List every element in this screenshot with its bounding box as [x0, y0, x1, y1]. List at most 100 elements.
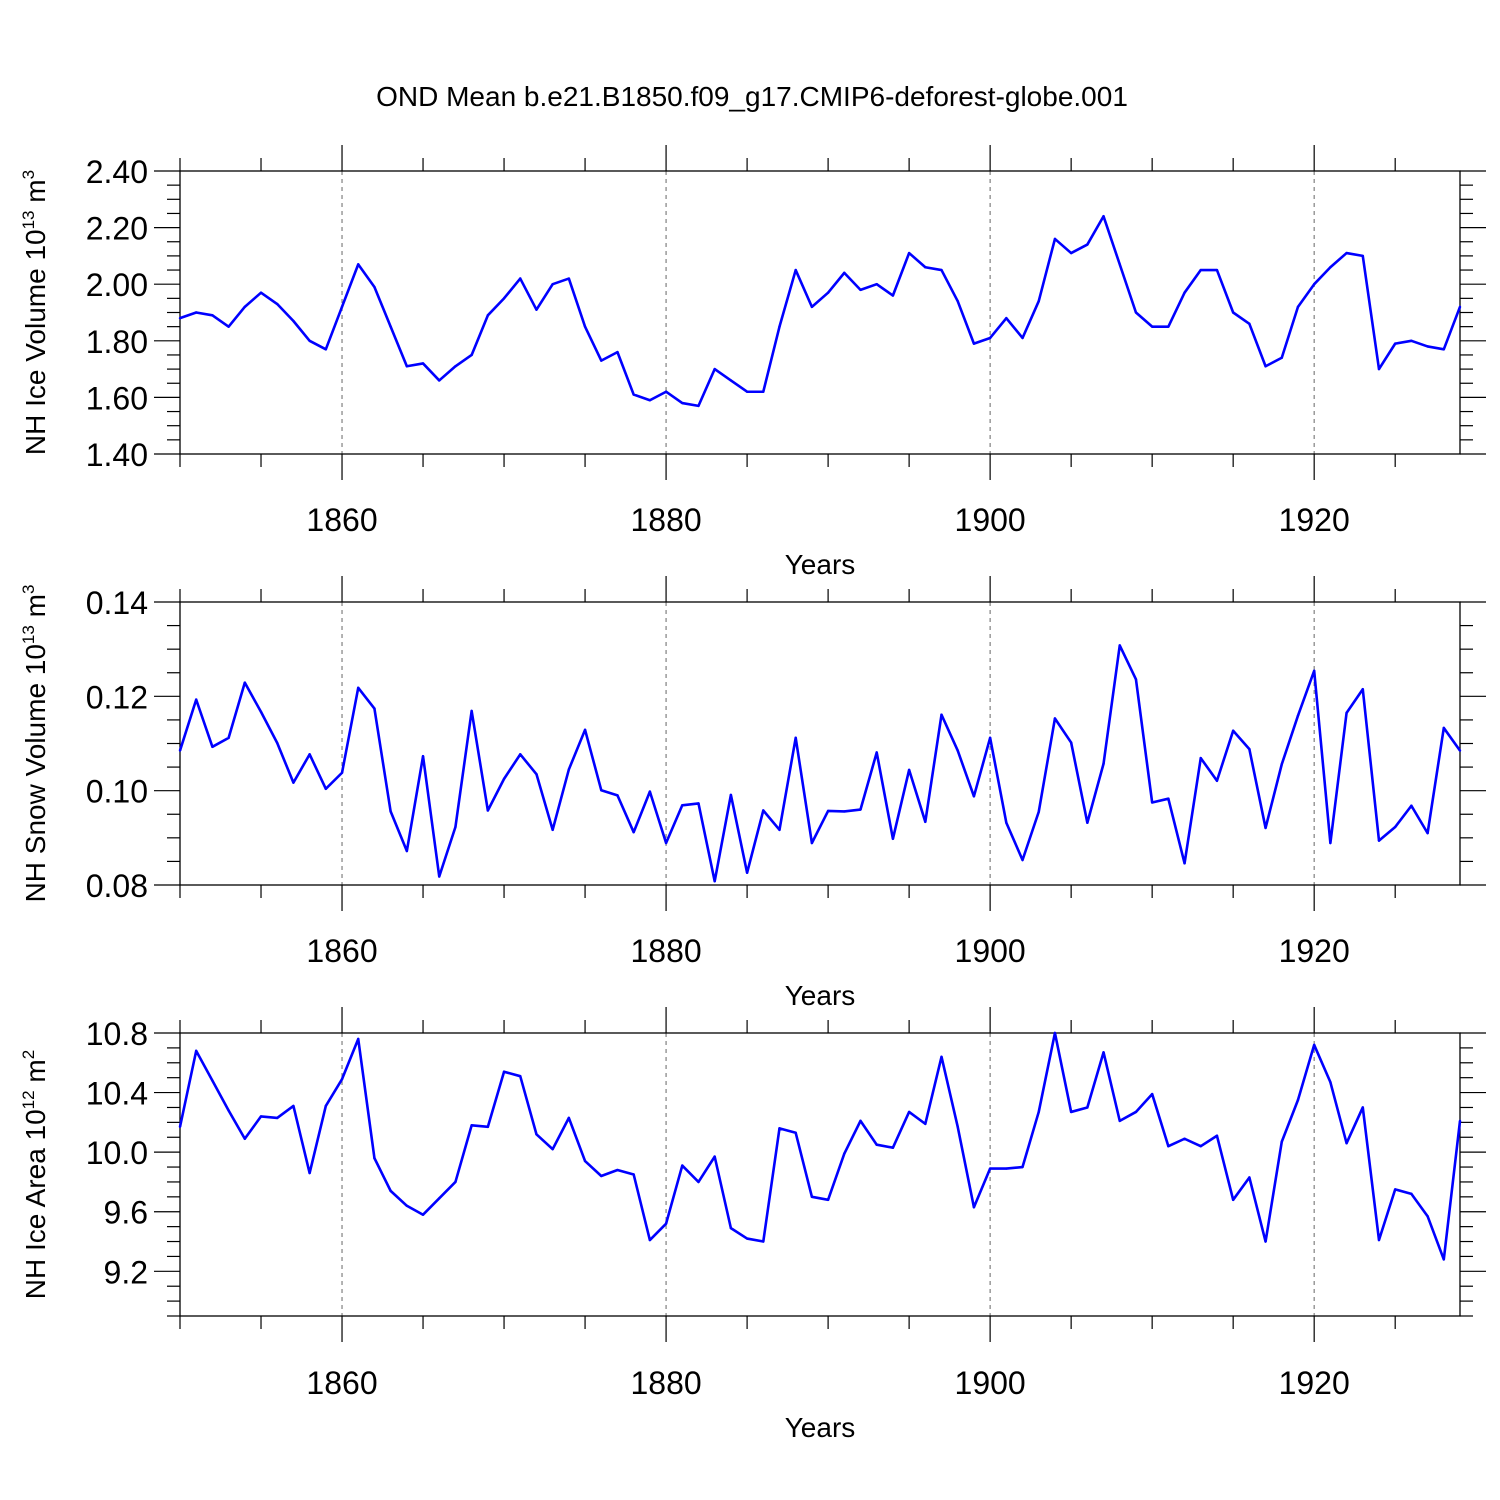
data-point	[1005, 821, 1008, 824]
x-tick-label: 1880	[630, 1365, 701, 1401]
y-tick-label: 2.40	[86, 154, 148, 190]
data-point	[778, 828, 781, 832]
data-point	[551, 1147, 554, 1151]
data-point	[583, 728, 587, 732]
data-point	[1215, 268, 1219, 272]
data-point	[875, 751, 878, 754]
data-point	[794, 1131, 797, 1134]
data-point	[357, 686, 360, 690]
data-point	[583, 325, 587, 328]
data-point	[664, 390, 668, 393]
data-point	[1231, 311, 1235, 314]
data-point	[1248, 747, 1251, 751]
data-point	[519, 1074, 522, 1078]
data-point	[1037, 1110, 1040, 1114]
data-point	[292, 1104, 295, 1108]
data-point	[664, 841, 668, 845]
data-point	[1345, 251, 1348, 255]
data-point	[421, 1213, 425, 1216]
data-point	[373, 707, 376, 710]
data-point	[1134, 678, 1138, 681]
data-point	[1086, 821, 1089, 824]
data-point	[583, 1159, 587, 1163]
data-point	[259, 1115, 263, 1118]
chart-panel-2: 1860 1880 1900 1920 0.08 0.10 0.12 0.14 Years NH …	[19, 576, 1486, 1011]
data-point	[1377, 1238, 1381, 1242]
data-point	[421, 755, 425, 758]
data-point	[1231, 1198, 1235, 1202]
data-point	[1377, 367, 1381, 371]
data-point	[438, 1197, 441, 1200]
data-point	[1377, 839, 1381, 842]
data-point	[1296, 1098, 1300, 1102]
data-point	[810, 1195, 814, 1199]
series-line	[178, 1031, 1462, 1261]
x-tick-label: 1860	[306, 1365, 377, 1401]
data-point	[276, 1116, 279, 1120]
data-point	[519, 753, 522, 756]
data-point	[1426, 345, 1429, 348]
data-point	[1280, 356, 1283, 359]
data-point	[454, 365, 457, 368]
data-point	[405, 1204, 409, 1207]
data-point	[535, 1133, 538, 1136]
data-point	[1134, 1110, 1138, 1114]
data-point	[891, 837, 895, 840]
data-point	[713, 880, 716, 883]
data-point	[211, 1079, 214, 1082]
y-tick-label: 10.0	[86, 1135, 148, 1171]
data-point	[1361, 1106, 1364, 1109]
data-point	[1053, 1031, 1057, 1035]
data-point	[600, 1174, 603, 1178]
x-tick-label: 1880	[630, 502, 701, 538]
data-point	[243, 1137, 247, 1140]
data-point	[1069, 1110, 1073, 1114]
data-point	[1183, 1137, 1186, 1140]
data-point	[405, 849, 409, 853]
data-point	[486, 314, 490, 317]
data-point	[875, 283, 878, 286]
data-point	[1021, 336, 1024, 340]
data-point	[1312, 669, 1316, 673]
y-axis-label-ylabel-unit-exp: 3	[19, 170, 38, 179]
data-point	[616, 1168, 619, 1172]
data-point	[1329, 266, 1332, 269]
data-point	[308, 753, 311, 756]
data-point	[1102, 762, 1105, 765]
data-point	[421, 362, 425, 365]
data-point	[907, 768, 911, 772]
x-axis-label: Years	[785, 980, 856, 1011]
data-point	[486, 809, 490, 812]
y-axis-label-ylabel-unit: m	[20, 1059, 51, 1090]
data-point	[1021, 1165, 1024, 1169]
y-axis-label-ylabel-unit: m	[20, 179, 51, 210]
x-tick-label: 1900	[955, 502, 1026, 538]
data-point	[1442, 348, 1445, 351]
data-point	[373, 285, 376, 289]
data-point	[778, 1127, 781, 1130]
data-point	[454, 825, 457, 829]
x-tick-label: 1900	[955, 1365, 1026, 1401]
data-point	[907, 251, 911, 255]
data-point	[502, 297, 506, 300]
chart-panel-1: 1860 1880 1900 1920 1.40 1.60 1.80 2.00 2.20 2.40…	[19, 145, 1486, 580]
data-point	[632, 393, 635, 396]
data-point	[713, 1155, 716, 1158]
y-tick-label: 2.20	[86, 211, 148, 247]
data-point	[486, 1125, 490, 1129]
y-tick-label: 10.4	[86, 1076, 148, 1112]
data-point	[1167, 797, 1170, 800]
data-point	[616, 350, 619, 354]
data-point	[1458, 305, 1462, 309]
data-point	[972, 1206, 976, 1209]
data-point	[745, 871, 749, 874]
data-point	[1231, 729, 1235, 732]
series-line	[178, 644, 1462, 883]
data-point	[551, 828, 554, 832]
data-point	[794, 268, 797, 272]
data-point	[681, 804, 684, 807]
data-point	[243, 681, 247, 684]
data-point	[664, 1222, 668, 1225]
data-point	[405, 365, 409, 368]
